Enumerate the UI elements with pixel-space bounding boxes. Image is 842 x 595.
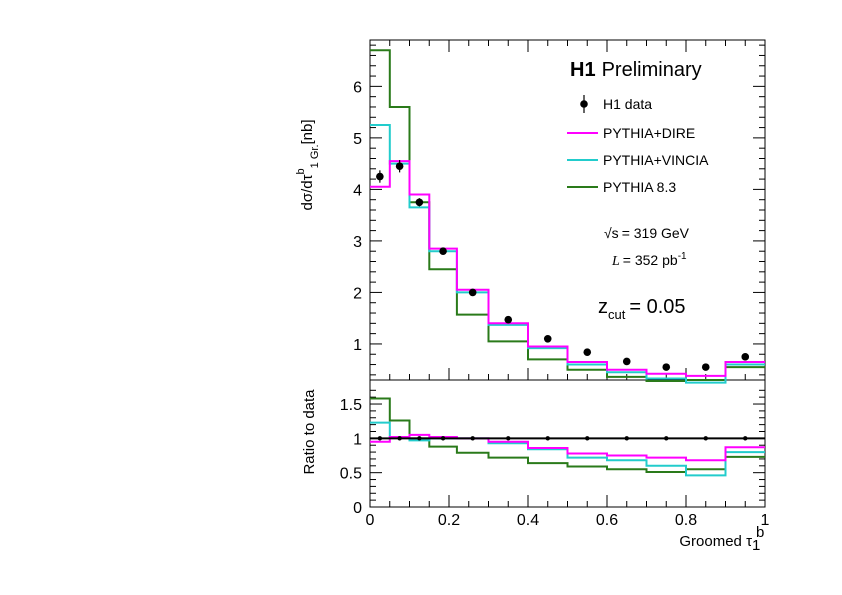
legend-label-vincia: PYTHIA+VINCIA [603, 152, 709, 168]
data-point [622, 357, 631, 366]
main-y-tick-label: 4 [353, 182, 362, 199]
ratio-y-tick-label: 0.5 [340, 466, 362, 483]
data-point [504, 315, 513, 324]
y-label-sub: 1 Gr. [309, 145, 321, 169]
lumi-value: = 352 pb [623, 252, 678, 268]
sqrt-s-symbol: √s [604, 225, 619, 241]
title-bold: H1 [570, 59, 596, 81]
x-tick-label: 0.4 [517, 512, 539, 529]
zcut-main: z [598, 296, 608, 318]
legend-label-data: H1 data [603, 96, 652, 112]
x-tick-label: 1 [761, 512, 770, 529]
x-axis-label-sup: b [756, 524, 764, 541]
zcut-value: = 0.05 [629, 296, 685, 318]
ratio-points-group [377, 436, 748, 441]
legend: H1 data PYTHIA+DIRE PYTHIA+VINCIA PYTHIA… [567, 95, 709, 195]
y-label-sup: b [295, 168, 307, 174]
x-tick-label: 0.8 [675, 512, 697, 529]
main-y-tick-label: 6 [353, 79, 362, 96]
ratio-data-point [585, 436, 590, 441]
x-tick-label: 0 [366, 512, 375, 529]
x-tick-label: 0.2 [438, 512, 460, 529]
data-point [468, 288, 477, 297]
main-y-tick-label: 2 [353, 285, 362, 302]
energy-annotation: √s = 319 GeV [604, 225, 690, 241]
x-tick-label: 0.6 [596, 512, 618, 529]
legend-label-pythia: PYTHIA 8.3 [603, 179, 676, 195]
data-point [395, 162, 404, 171]
data-point [376, 172, 384, 181]
x-axis-label-sub: 1 [752, 537, 760, 554]
ratio-data-point [545, 436, 550, 441]
chart-title: H1 Preliminary [570, 59, 702, 81]
energy-value: = 319 GeV [622, 225, 690, 241]
zcut-annotation: zcut = 0.05 [598, 296, 686, 322]
data-points-group [376, 160, 750, 371]
ratio-series-pythia-dire [370, 433, 765, 462]
main-y-tick-label: 3 [353, 234, 362, 251]
ratio-y-axis-label: Ratio to data [301, 389, 318, 475]
ratio-data-point [397, 436, 402, 441]
ratio-y-ticks: 0 0.5 1 1.5 [340, 389, 765, 517]
main-series-pythia-dire [370, 160, 765, 377]
main-y-tick-label: 1 [353, 337, 362, 354]
zcut-sub: cut [608, 307, 626, 322]
data-point [543, 334, 552, 343]
ratio-data-point [377, 436, 383, 441]
title-rest: Preliminary [602, 59, 702, 81]
ratio-series-pythia-vincia [370, 421, 765, 477]
x-axis-label: Groomed τ [679, 533, 752, 550]
data-point [583, 348, 592, 356]
lumi-symbol: L [611, 254, 620, 269]
lumi-annotation: L = 352 pb-1 [611, 251, 687, 269]
lumi-exp: -1 [678, 251, 687, 262]
main-y-ticks: 1 2 3 4 5 6 [353, 44, 765, 376]
main-series-group [370, 49, 765, 384]
y-label-main: dσ/dτ [299, 174, 316, 210]
ratio-data-point [703, 436, 708, 441]
ratio-data-point [417, 436, 422, 441]
legend-label-dire: PYTHIA+DIRE [603, 125, 695, 141]
legend-data-marker [580, 100, 588, 108]
ratio-y-tick-label: 1 [353, 431, 362, 448]
data-point [662, 363, 671, 371]
data-point [439, 247, 447, 256]
main-y-tick-label: 5 [353, 131, 362, 148]
ratio-data-point [470, 436, 475, 441]
data-point [741, 353, 750, 361]
y-label-unit: [nb] [299, 119, 316, 144]
y-axis-label: dσ/dτb1 Gr.[nb] [295, 119, 321, 210]
ratio-data-point [440, 436, 446, 441]
data-point [701, 363, 710, 371]
ratio-y-tick-label: 1.5 [340, 397, 362, 414]
ratio-data-point [664, 436, 669, 441]
ratio-y-tick-label: 0 [353, 500, 362, 517]
ratio-data-point [624, 436, 629, 441]
ratio-data-point [743, 436, 748, 441]
ratio-data-point [506, 436, 511, 441]
ratio-series-group [370, 397, 765, 477]
data-point [415, 198, 424, 207]
